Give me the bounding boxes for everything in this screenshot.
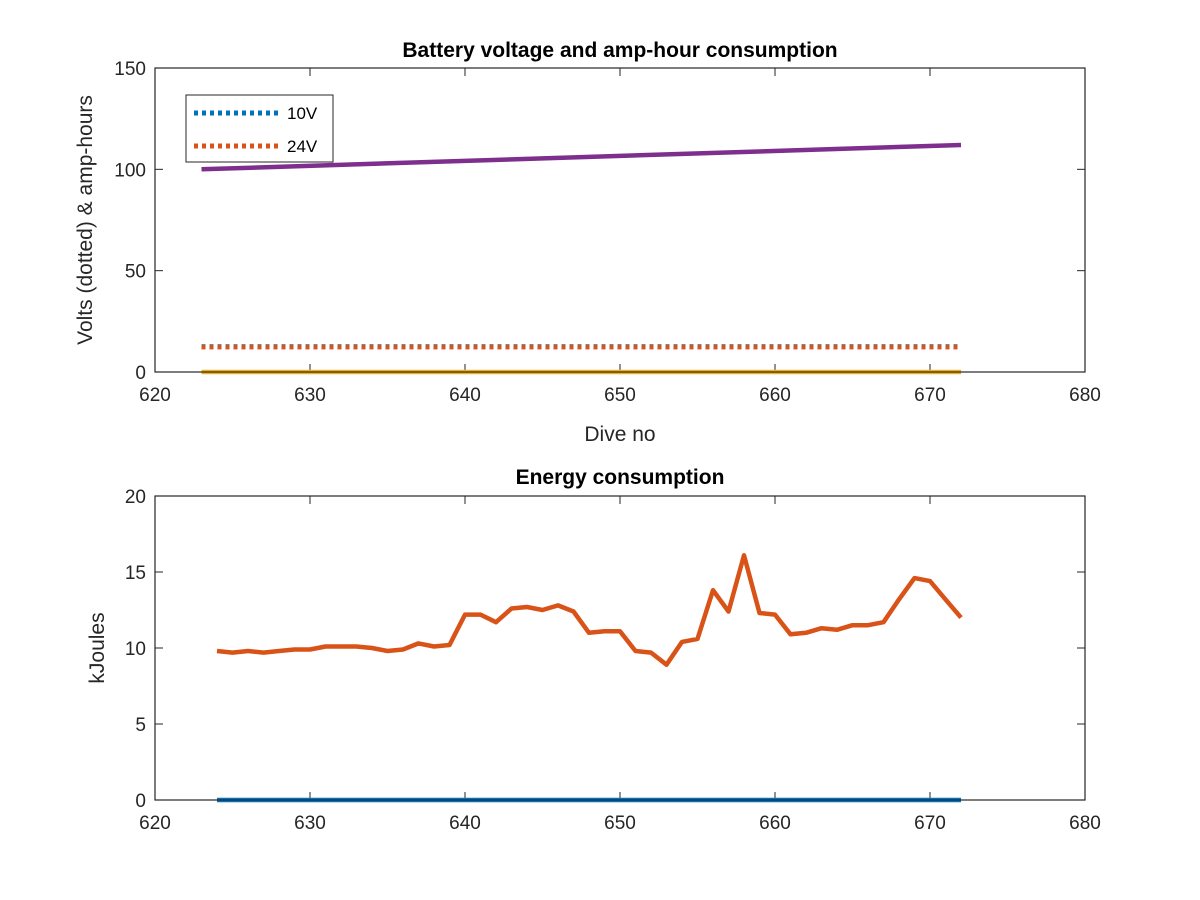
series-line-plot2-0 [216,553,963,667]
legend-label-24v: 24V [287,137,318,156]
plot1-title: Battery voltage and amp-hour consumption [402,39,837,62]
plot2-series [216,553,963,803]
y-tick-label: 50 [125,262,146,283]
x-tick-label: 640 [449,813,481,834]
voltage-plot: Battery voltage and amp-hour consumption… [74,39,1101,446]
plot2-ylabel: kJoules [86,612,109,683]
y-tick-label: 10 [125,639,146,660]
plot1-ylabel: Volts (dotted) & amp-hours [74,95,97,345]
legend-box [185,94,334,163]
x-tick-label: 670 [914,385,946,406]
x-tick-label: 630 [294,385,326,406]
x-tick-label: 680 [1069,813,1101,834]
plot1-xlabel: Dive no [584,423,655,446]
y-tick-label: 0 [135,791,146,812]
plot2-title: Energy consumption [516,466,725,489]
energy-plot: Energy consumption 620 630 640 650 660 670 680… [86,466,1101,834]
legend-label-10v: 10V [287,104,318,123]
x-tick-label: 620 [139,385,171,406]
y-tick-label: 150 [114,59,146,80]
plot1-legend: 10V 24V [185,94,334,163]
x-tick-label: 650 [604,385,636,406]
plot2-axes: 620 630 640 650 660 670 680 0 5 10 15 20 [125,487,1101,834]
x-tick-label: 660 [759,813,791,834]
x-tick-label: 630 [294,813,326,834]
y-tick-label: 15 [125,563,146,584]
x-tick-label: 670 [914,813,946,834]
x-tick-label: 660 [759,385,791,406]
x-tick-label: 650 [604,813,636,834]
x-tick-label: 620 [139,813,171,834]
plot1-axes-box [154,67,1086,373]
series-line-plot1-2 [201,142,962,172]
x-tick-label: 680 [1069,385,1101,406]
y-tick-label: 5 [135,715,146,736]
y-tick-label: 0 [135,363,146,384]
y-tick-label: 100 [114,160,146,181]
plot1-series [201,142,962,375]
plot2-axes-box [154,495,1086,801]
x-tick-label: 640 [449,385,481,406]
plot1-axes: 620 630 640 650 660 670 680 0 50 100 150 [114,59,1101,406]
y-tick-label: 20 [125,487,146,508]
